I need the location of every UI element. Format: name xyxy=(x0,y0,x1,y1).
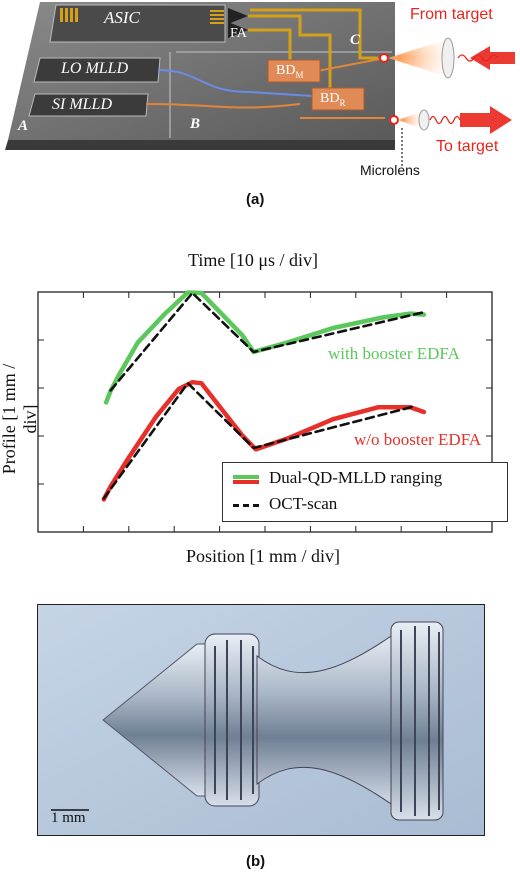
bd-m-block xyxy=(267,59,321,83)
lo-waveguide xyxy=(157,69,313,97)
collimator-lens-icon xyxy=(441,37,455,79)
fa-amplifier-icon xyxy=(228,22,248,38)
incoming-arrow-icon xyxy=(470,46,515,70)
annotation-without-booster: w/o booster EDFA xyxy=(354,430,482,449)
series-line-1 xyxy=(101,379,427,502)
pellet-rear-skirt xyxy=(390,621,444,821)
chip-schematic xyxy=(5,2,515,168)
sample-photo xyxy=(37,604,485,836)
legend-swatch-oct xyxy=(233,504,259,507)
annotation-with-booster: with booster EDFA xyxy=(328,344,460,363)
chart-legend-box: Dual-QD-MLLD ranging OCT-scan xyxy=(222,462,508,522)
asic-pins xyxy=(60,8,224,24)
series-line-3 xyxy=(102,381,417,500)
caption-a: (a) xyxy=(246,191,265,208)
profile-chart xyxy=(37,290,493,533)
bd-m-label: BDM xyxy=(276,63,304,80)
legend-swatch-red xyxy=(233,480,259,484)
legend-swatch-green xyxy=(233,475,259,479)
lo-mlld-label: LO MLLD xyxy=(61,60,129,77)
x-axis-label: Position [1 mm / div] xyxy=(186,546,341,566)
incoming-beam xyxy=(388,40,445,76)
section-b-label: B xyxy=(190,116,201,132)
si-mlld-label: SI MLLD xyxy=(52,96,113,113)
series-line-0 xyxy=(103,290,427,405)
to-target-label: To target xyxy=(436,138,499,155)
si-mlld-block xyxy=(28,93,149,117)
scale-bar-label: 1 mm xyxy=(51,810,86,826)
chip-board-edge xyxy=(5,140,395,150)
input-waveguide xyxy=(311,57,386,73)
fa-label: FA xyxy=(230,26,247,41)
asic-label: ASIC xyxy=(104,8,140,27)
series-line-2 xyxy=(109,291,426,392)
bd-r-block xyxy=(311,87,365,111)
pellet-ribs xyxy=(214,626,440,816)
microlens-label: Microlens xyxy=(360,162,420,178)
outgoing-wave xyxy=(429,115,461,125)
caption-b: (b) xyxy=(246,853,266,870)
si-waveguide xyxy=(145,103,301,109)
microlens-top xyxy=(379,53,389,63)
bd-r-label: BDR xyxy=(320,91,346,108)
section-c-label: C xyxy=(350,32,361,48)
output-lens-icon xyxy=(418,109,430,131)
fa-amplifier-icon xyxy=(228,8,248,24)
lo-mlld-block xyxy=(33,57,161,83)
section-a-label: A xyxy=(18,118,29,134)
microlens-bottom xyxy=(389,115,399,125)
top-axis-label: Time [10 μs / div] xyxy=(188,250,318,270)
legend-label-ranging: Dual-QD-MLLD ranging xyxy=(269,468,443,487)
pellet-front-ring xyxy=(204,633,260,807)
legend-label-oct: OCT-scan xyxy=(269,494,338,513)
outgoing-arrow-icon xyxy=(460,106,512,134)
outgoing-beam xyxy=(398,112,420,128)
asic-block xyxy=(49,4,226,43)
y-axis-label: Profile [1 mm / div] xyxy=(0,363,40,475)
from-target-label: From target xyxy=(410,6,493,23)
